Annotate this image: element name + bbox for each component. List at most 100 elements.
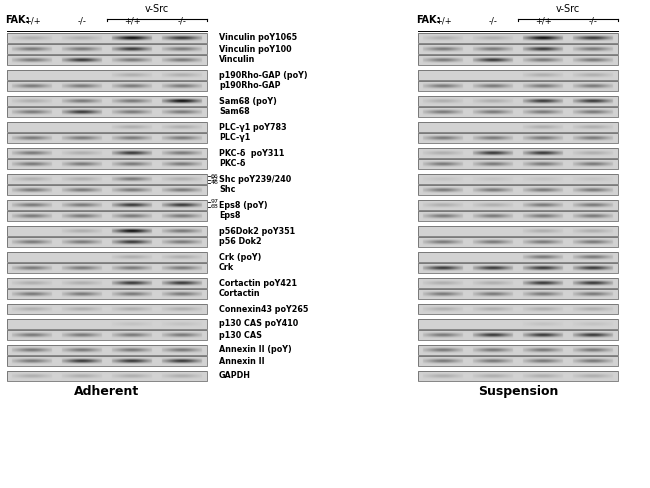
Bar	[418, 81, 618, 91]
Bar	[7, 371, 207, 381]
Text: 52: 52	[211, 177, 218, 182]
Bar	[418, 226, 618, 236]
Text: Crk (poY): Crk (poY)	[219, 252, 261, 262]
Bar	[418, 148, 618, 158]
Text: FAK:: FAK:	[5, 15, 29, 25]
Text: Vinculin: Vinculin	[219, 56, 255, 64]
Bar	[7, 356, 207, 366]
Bar	[7, 304, 207, 314]
Text: p130 CAS: p130 CAS	[219, 330, 262, 340]
Bar	[418, 289, 618, 299]
Bar	[7, 122, 207, 132]
Text: 68: 68	[211, 204, 218, 209]
Text: Annexin II (poY): Annexin II (poY)	[219, 346, 292, 354]
Bar	[418, 252, 618, 262]
Text: v-Src: v-Src	[556, 4, 580, 14]
Text: GAPDH: GAPDH	[219, 371, 251, 381]
Bar	[7, 96, 207, 106]
Text: Sam68 (poY): Sam68 (poY)	[219, 97, 277, 105]
Text: +/+: +/+	[435, 16, 451, 25]
Text: p56 Dok2: p56 Dok2	[219, 238, 261, 246]
Bar	[7, 252, 207, 262]
Text: v-Src: v-Src	[145, 4, 169, 14]
Bar	[7, 133, 207, 143]
Bar	[7, 55, 207, 65]
Text: Cortactin: Cortactin	[219, 289, 261, 299]
Text: Vinculin poY100: Vinculin poY100	[219, 44, 292, 54]
Text: Adherent: Adherent	[74, 385, 140, 398]
Bar	[7, 278, 207, 288]
Bar	[418, 133, 618, 143]
Text: p190Rho-GAP (poY): p190Rho-GAP (poY)	[219, 70, 307, 80]
Bar	[7, 226, 207, 236]
Text: Eps8: Eps8	[219, 211, 240, 221]
Bar	[418, 174, 618, 184]
Bar	[418, 44, 618, 54]
Bar	[418, 70, 618, 80]
Bar	[7, 174, 207, 184]
Bar	[418, 304, 618, 314]
Text: Shc: Shc	[219, 185, 235, 195]
Text: +/+: +/+	[124, 16, 140, 25]
Text: PKC-δ  poY311: PKC-δ poY311	[219, 148, 285, 158]
Bar	[418, 159, 618, 169]
Bar	[418, 96, 618, 106]
Text: PLC-γ1: PLC-γ1	[219, 134, 250, 142]
Text: 97: 97	[211, 199, 218, 204]
Bar	[7, 211, 207, 221]
Bar	[7, 33, 207, 43]
Text: Crk: Crk	[219, 264, 234, 272]
Bar	[418, 122, 618, 132]
Text: -/-: -/-	[77, 16, 86, 25]
Text: p56Dok2 poY351: p56Dok2 poY351	[219, 226, 295, 236]
Text: +/+: +/+	[23, 16, 40, 25]
Text: Eps8 (poY): Eps8 (poY)	[219, 201, 268, 209]
Text: Cortactin poY421: Cortactin poY421	[219, 279, 297, 287]
Bar	[7, 148, 207, 158]
Bar	[7, 159, 207, 169]
Bar	[7, 200, 207, 210]
Bar	[7, 237, 207, 247]
Text: p190Rho-GAP: p190Rho-GAP	[219, 81, 281, 90]
Bar	[418, 185, 618, 195]
Text: p130 CAS poY410: p130 CAS poY410	[219, 320, 298, 328]
Bar	[7, 319, 207, 329]
Text: Sam68: Sam68	[219, 107, 250, 117]
Text: PKC-δ: PKC-δ	[219, 160, 246, 168]
Bar	[7, 44, 207, 54]
Bar	[7, 107, 207, 117]
Bar	[418, 345, 618, 355]
Bar	[7, 185, 207, 195]
Text: -/-: -/-	[588, 16, 597, 25]
Bar	[418, 55, 618, 65]
Bar	[418, 107, 618, 117]
Bar	[418, 263, 618, 273]
Text: +/+: +/+	[535, 16, 551, 25]
Bar	[7, 289, 207, 299]
Text: Suspension: Suspension	[478, 385, 558, 398]
Bar	[418, 211, 618, 221]
Bar	[7, 330, 207, 340]
Text: Connexin43 poY265: Connexin43 poY265	[219, 305, 308, 313]
Text: Annexin II: Annexin II	[219, 357, 265, 366]
Bar	[7, 263, 207, 273]
Bar	[418, 237, 618, 247]
Text: -/-: -/-	[489, 16, 497, 25]
Bar	[418, 356, 618, 366]
Bar	[7, 70, 207, 80]
Bar	[418, 278, 618, 288]
Text: FAK:: FAK:	[416, 15, 441, 25]
Bar	[418, 330, 618, 340]
Text: PLC-γ1 poY783: PLC-γ1 poY783	[219, 122, 287, 131]
Bar	[7, 345, 207, 355]
Bar	[418, 319, 618, 329]
Text: 46: 46	[211, 181, 218, 185]
Bar	[418, 371, 618, 381]
Text: -/-: -/-	[177, 16, 187, 25]
Text: Vinculin poY1065: Vinculin poY1065	[219, 34, 297, 42]
Bar	[418, 200, 618, 210]
Bar	[7, 81, 207, 91]
Text: Shc poY239/240: Shc poY239/240	[219, 175, 291, 183]
Text: 66: 66	[211, 174, 218, 179]
Bar	[418, 33, 618, 43]
